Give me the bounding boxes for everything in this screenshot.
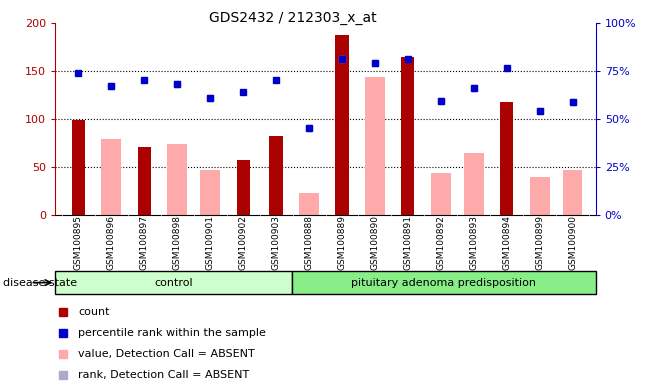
- Text: GSM100896: GSM100896: [107, 215, 116, 270]
- Text: GSM100892: GSM100892: [436, 215, 445, 270]
- Bar: [292, 271, 596, 294]
- Bar: [365, 77, 385, 215]
- Bar: [102, 139, 121, 215]
- Bar: [562, 170, 583, 215]
- Text: GSM100894: GSM100894: [502, 215, 511, 270]
- Bar: [270, 136, 283, 215]
- Text: control: control: [154, 278, 193, 288]
- Bar: [201, 170, 220, 215]
- Text: GDS2432 / 212303_x_at: GDS2432 / 212303_x_at: [209, 11, 377, 25]
- Text: pituitary adenoma predisposition: pituitary adenoma predisposition: [351, 278, 536, 288]
- Text: GSM100898: GSM100898: [173, 215, 182, 270]
- Text: rank, Detection Call = ABSENT: rank, Detection Call = ABSENT: [78, 370, 249, 380]
- Text: GSM100902: GSM100902: [239, 215, 247, 270]
- Text: GSM100889: GSM100889: [337, 215, 346, 270]
- Bar: [55, 271, 292, 294]
- Text: GSM100893: GSM100893: [469, 215, 478, 270]
- Bar: [464, 152, 484, 215]
- Text: GSM100901: GSM100901: [206, 215, 215, 270]
- Text: disease state: disease state: [3, 278, 77, 288]
- Text: value, Detection Call = ABSENT: value, Detection Call = ABSENT: [78, 349, 255, 359]
- Text: GSM100897: GSM100897: [140, 215, 149, 270]
- Bar: [236, 161, 250, 215]
- Bar: [401, 56, 415, 215]
- Bar: [530, 177, 549, 215]
- Bar: [72, 120, 85, 215]
- Bar: [138, 147, 151, 215]
- Text: GSM100890: GSM100890: [370, 215, 380, 270]
- Text: GSM100888: GSM100888: [305, 215, 314, 270]
- Text: GSM100903: GSM100903: [271, 215, 281, 270]
- Text: GSM100891: GSM100891: [404, 215, 412, 270]
- Text: GSM100900: GSM100900: [568, 215, 577, 270]
- Bar: [299, 193, 319, 215]
- Bar: [167, 144, 187, 215]
- Bar: [500, 102, 513, 215]
- Text: percentile rank within the sample: percentile rank within the sample: [78, 328, 266, 338]
- Bar: [431, 173, 450, 215]
- Text: GSM100895: GSM100895: [74, 215, 83, 270]
- Text: GSM100899: GSM100899: [535, 215, 544, 270]
- Bar: [335, 35, 348, 215]
- Text: count: count: [78, 306, 109, 316]
